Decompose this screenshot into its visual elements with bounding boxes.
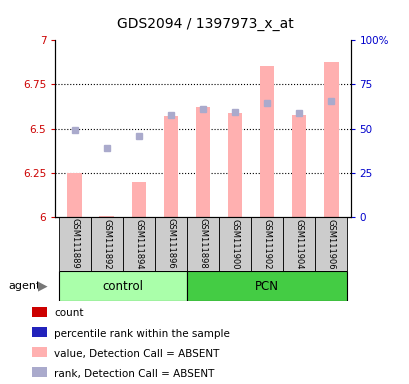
- Text: agent: agent: [8, 281, 40, 291]
- Bar: [323, 62, 338, 217]
- Bar: [155, 217, 187, 271]
- Text: rank, Detection Call = ABSENT: rank, Detection Call = ABSENT: [54, 369, 214, 379]
- Bar: [283, 217, 315, 271]
- Bar: [227, 113, 242, 217]
- Bar: [58, 217, 90, 271]
- Text: GSM111900: GSM111900: [230, 218, 239, 269]
- Text: GSM111896: GSM111896: [166, 218, 175, 269]
- Text: GSM111904: GSM111904: [294, 218, 303, 269]
- Bar: [187, 217, 218, 271]
- Text: GSM111906: GSM111906: [326, 218, 335, 269]
- Bar: [58, 271, 187, 301]
- Text: GSM111892: GSM111892: [102, 218, 111, 269]
- Text: control: control: [102, 280, 143, 293]
- Bar: [122, 217, 155, 271]
- Bar: [291, 114, 306, 217]
- Bar: [218, 217, 250, 271]
- Bar: [250, 217, 283, 271]
- Text: ▶: ▶: [38, 280, 47, 293]
- Bar: [67, 173, 82, 217]
- Text: PCN: PCN: [254, 280, 279, 293]
- Text: GSM111889: GSM111889: [70, 218, 79, 269]
- Bar: [90, 217, 122, 271]
- Bar: [315, 217, 346, 271]
- Bar: [99, 216, 114, 217]
- Bar: [32, 347, 47, 357]
- Text: percentile rank within the sample: percentile rank within the sample: [54, 329, 230, 339]
- Bar: [32, 367, 47, 377]
- Text: GSM111894: GSM111894: [134, 218, 143, 269]
- Bar: [259, 66, 274, 217]
- Bar: [131, 182, 146, 217]
- Bar: [163, 116, 178, 217]
- Bar: [32, 327, 47, 337]
- Bar: [195, 108, 210, 217]
- Text: value, Detection Call = ABSENT: value, Detection Call = ABSENT: [54, 349, 219, 359]
- Text: count: count: [54, 308, 84, 318]
- Text: GSM111902: GSM111902: [262, 218, 271, 269]
- Text: GSM111898: GSM111898: [198, 218, 207, 269]
- Bar: [32, 307, 47, 317]
- Bar: [187, 271, 346, 301]
- Text: GDS2094 / 1397973_x_at: GDS2094 / 1397973_x_at: [116, 17, 293, 31]
